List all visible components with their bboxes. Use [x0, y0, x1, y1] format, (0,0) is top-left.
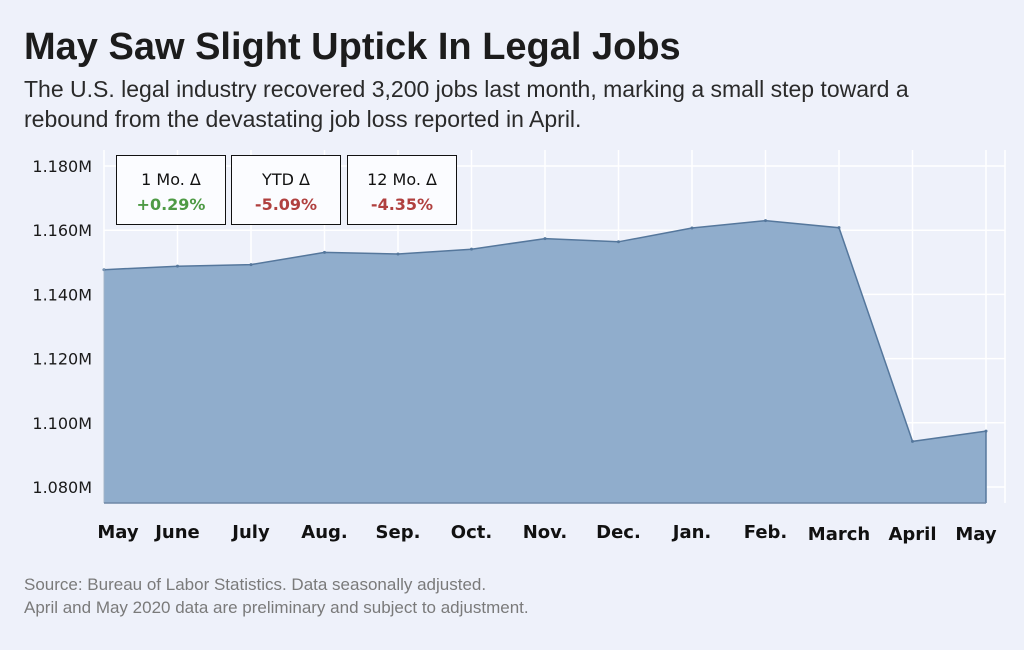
data-point	[176, 264, 179, 268]
x-tick-label: June	[153, 522, 200, 543]
kpi-label: 1 Mo. Δ	[141, 170, 201, 189]
data-point	[837, 226, 841, 230]
footer-notes: Source: Bureau of Labor Statistics. Data…	[24, 573, 529, 619]
kpi-box-12-month: 12 Mo. Δ -4.35%	[347, 155, 457, 225]
kpi-box-1-month: 1 Mo. Δ +0.29%	[116, 155, 226, 225]
x-tick-label: Oct.	[451, 522, 492, 543]
chart-title: May Saw Slight Uptick In Legal Jobs	[24, 26, 681, 68]
y-tick-label: 1.100M	[32, 414, 92, 433]
x-tick-label: May	[955, 524, 997, 545]
kpi-label: YTD Δ	[262, 170, 310, 189]
preliminary-note: April and May 2020 data are preliminary …	[24, 598, 529, 617]
data-point	[984, 429, 988, 433]
kpi-value: +0.29%	[136, 195, 206, 214]
data-point	[470, 247, 473, 251]
y-tick-label: 1.140M	[32, 285, 92, 304]
data-point	[323, 250, 326, 254]
x-tick-label: April	[888, 524, 936, 545]
x-tick-label: July	[230, 522, 270, 543]
data-point	[249, 263, 253, 267]
x-tick-label: Aug.	[301, 522, 347, 543]
x-tick-label: March	[808, 524, 870, 545]
kpi-box-ytd: YTD Δ -5.09%	[231, 155, 341, 225]
data-point	[764, 219, 767, 223]
data-point	[690, 226, 694, 230]
data-point	[396, 252, 400, 256]
y-tick-label: 1.160M	[32, 221, 92, 240]
x-tick-label: Feb.	[744, 522, 788, 543]
x-tick-label: Dec.	[596, 522, 641, 543]
x-tick-label: Sep.	[376, 522, 421, 543]
kpi-label: 12 Mo. Δ	[367, 170, 437, 189]
area-line	[103, 219, 987, 503]
data-point	[543, 237, 547, 241]
y-tick-label: 1.080M	[32, 478, 92, 497]
chart-subtitle: The U.S. legal industry recovered 3,200 …	[24, 76, 909, 132]
kpi-value: -4.35%	[370, 195, 434, 214]
x-tick-label: May	[97, 522, 139, 543]
area-fill	[104, 220, 986, 503]
x-tick-label: Nov.	[523, 522, 568, 543]
data-point	[911, 439, 914, 443]
area-chart: 1.080M 1.100M 1.120M 1.140M 1.160M 1.180M May J…	[32, 150, 1006, 545]
kpi-value: -5.09%	[254, 195, 318, 214]
source-note: Source: Bureau of Labor Statistics. Data…	[24, 575, 487, 594]
data-point	[617, 240, 620, 244]
y-tick-label: 1.180M	[32, 157, 92, 176]
x-tick-label: Jan.	[671, 522, 712, 543]
y-tick-label: 1.120M	[32, 350, 92, 369]
